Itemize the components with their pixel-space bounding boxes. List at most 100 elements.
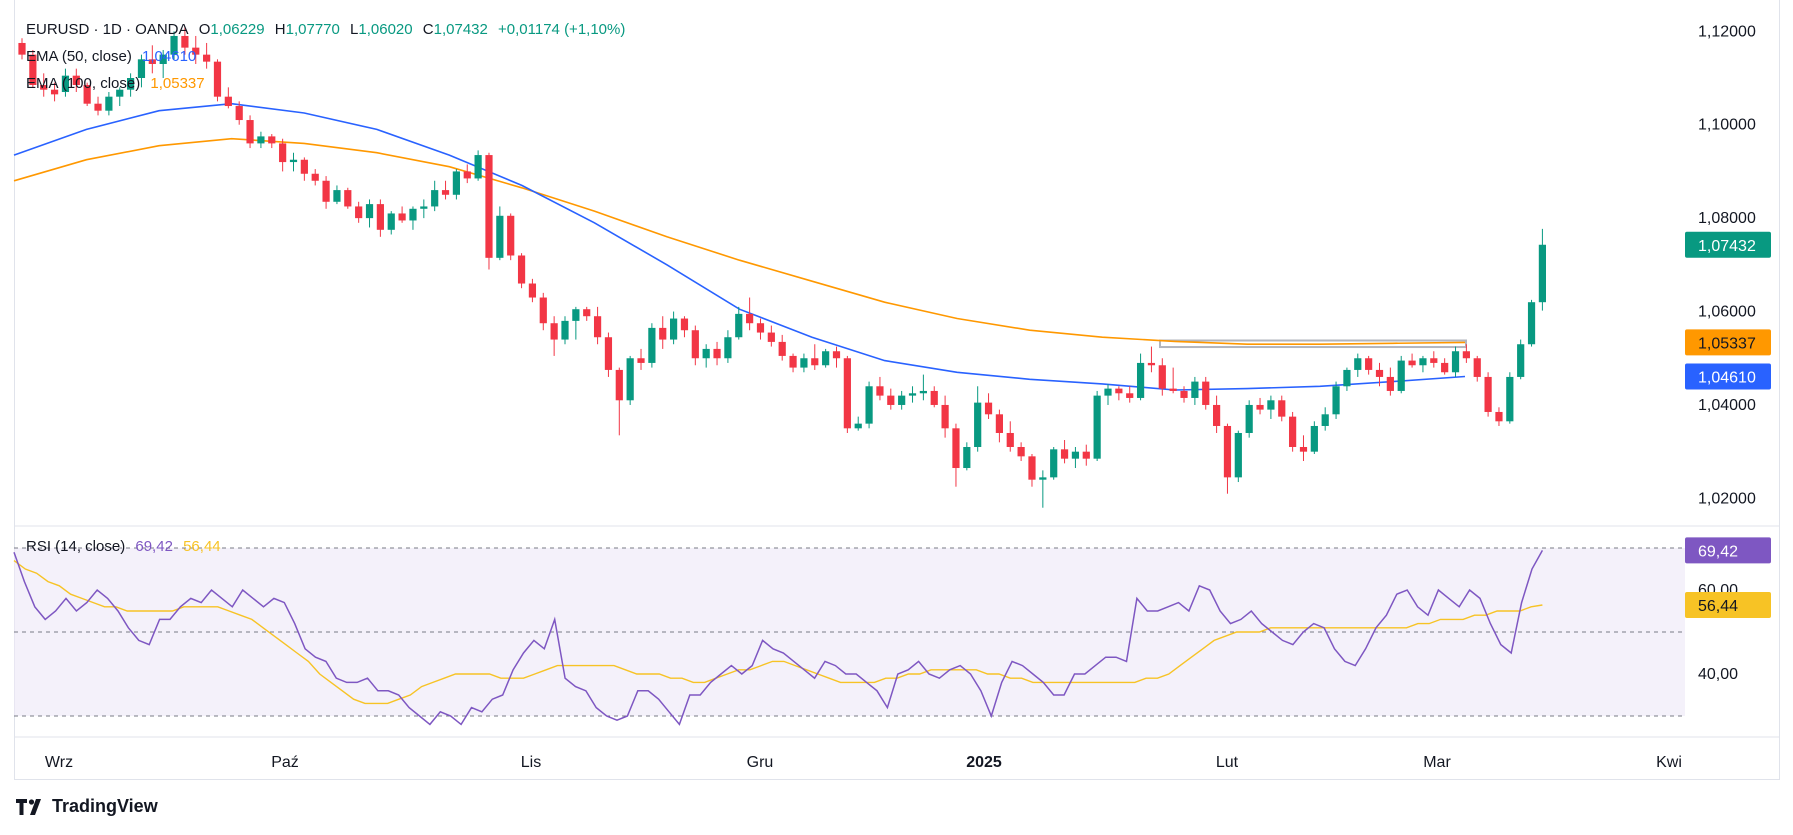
candle — [322, 176, 330, 209]
candle-body — [496, 215, 504, 258]
candle — [854, 416, 862, 431]
symbol-label[interactable]: EURUSD · 1D · OANDA — [26, 21, 189, 38]
candle-body — [235, 106, 243, 121]
candle — [1082, 444, 1090, 466]
candle-body — [876, 386, 884, 396]
price-tick-label: 1,08000 — [1698, 210, 1756, 227]
candle-body — [333, 190, 341, 202]
candle — [431, 180, 439, 212]
open-value: 1,06229 — [210, 21, 265, 38]
candle-body — [268, 136, 276, 144]
candle-body — [1223, 425, 1232, 478]
ema100-line — [13, 137, 1466, 345]
candle — [1158, 358, 1166, 396]
chart-canvas[interactable]: 1,12000 1,10000 1,08000 1,06000 1,04000 1,020… — [0, 0, 1793, 780]
candle-body — [702, 348, 710, 359]
candle — [1202, 376, 1210, 410]
candle-body — [1278, 400, 1286, 417]
time-tick-label: Kwi — [1656, 754, 1682, 771]
candle — [1147, 346, 1156, 373]
candle-body — [105, 96, 113, 111]
candle — [1136, 353, 1145, 401]
tradingview-logo-icon — [16, 798, 41, 815]
candle — [203, 42, 211, 69]
candle-body — [615, 369, 623, 401]
candle-body — [659, 327, 667, 340]
candle — [365, 199, 374, 228]
tradingview-logo[interactable]: TradingView — [16, 796, 158, 817]
candle-body — [746, 313, 754, 324]
candle-body — [811, 358, 819, 366]
candle-body — [192, 47, 200, 55]
candle-body — [387, 213, 395, 230]
ohlc-legend: EURUSD · 1D · OANDA O1,06229 H1,07770 L1… — [26, 21, 631, 38]
candle-body — [1527, 302, 1536, 345]
candle — [528, 278, 537, 303]
candle-body — [550, 323, 558, 340]
candle — [637, 348, 645, 370]
candle — [116, 87, 124, 107]
candle — [398, 206, 406, 223]
close-price-badge-text: 1,07432 — [1698, 238, 1756, 255]
candle — [952, 423, 960, 487]
candle — [1180, 386, 1188, 403]
candle — [355, 201, 363, 223]
candle-body — [431, 190, 439, 207]
candle-body — [735, 313, 743, 338]
candle-body — [1310, 425, 1318, 452]
candle — [724, 330, 732, 363]
candle — [29, 49, 37, 88]
candle-body — [887, 395, 895, 405]
ema50-legend[interactable]: EMA (50, close) 1,04610 — [26, 48, 202, 65]
candle — [908, 386, 917, 403]
rsi-legend[interactable]: RSI (14, close) 69,42 56,44 — [26, 538, 227, 555]
ema100-legend[interactable]: EMA (100, close) 1,05337 — [26, 75, 211, 92]
candle-body — [680, 318, 689, 331]
candle — [843, 355, 851, 433]
candle-body — [344, 190, 352, 207]
candle-body — [789, 355, 797, 368]
price-tick-label: 1,12000 — [1698, 23, 1756, 40]
candle — [1462, 344, 1470, 363]
candle-body — [50, 89, 59, 95]
candle — [1332, 381, 1340, 419]
price-tick-label: 1,02000 — [1698, 490, 1756, 507]
candle — [702, 344, 710, 368]
candle — [1538, 228, 1546, 311]
candle-body — [1245, 404, 1253, 433]
candle — [148, 45, 156, 74]
candle — [1527, 299, 1536, 347]
candle-body — [963, 446, 971, 469]
candle-body — [137, 59, 146, 79]
candle-body — [203, 54, 211, 62]
candle — [246, 115, 254, 149]
candle — [822, 348, 830, 368]
candle-body — [257, 136, 265, 144]
candle-body — [289, 159, 298, 163]
candle-body — [1158, 365, 1166, 389]
candle-body — [1050, 449, 1058, 478]
time-tick-label: Wrz — [45, 754, 73, 771]
candle — [105, 92, 113, 116]
candle-body — [1256, 404, 1264, 410]
candle-body — [365, 204, 374, 219]
candle — [583, 306, 591, 321]
candle-body — [1506, 376, 1514, 422]
tradingview-logo-text: TradingView — [52, 796, 158, 816]
candle — [311, 169, 319, 186]
ema100-price-badge-text: 1,05337 — [1698, 335, 1756, 352]
candle — [159, 49, 167, 79]
candle — [61, 68, 70, 97]
change-value: +0,01174 (+1,10%) — [498, 21, 626, 38]
candle-body — [1234, 432, 1242, 478]
candle — [1028, 454, 1036, 487]
low-letter: L — [350, 21, 359, 38]
candle — [1017, 442, 1025, 462]
candle-body — [1202, 381, 1210, 405]
ema50-price-badge: 1,04610 — [1685, 363, 1771, 390]
candle — [680, 316, 689, 338]
candle — [213, 59, 222, 102]
candle — [1169, 367, 1177, 394]
candle-body — [539, 297, 547, 324]
rsi-value: 69,42 — [135, 538, 173, 555]
